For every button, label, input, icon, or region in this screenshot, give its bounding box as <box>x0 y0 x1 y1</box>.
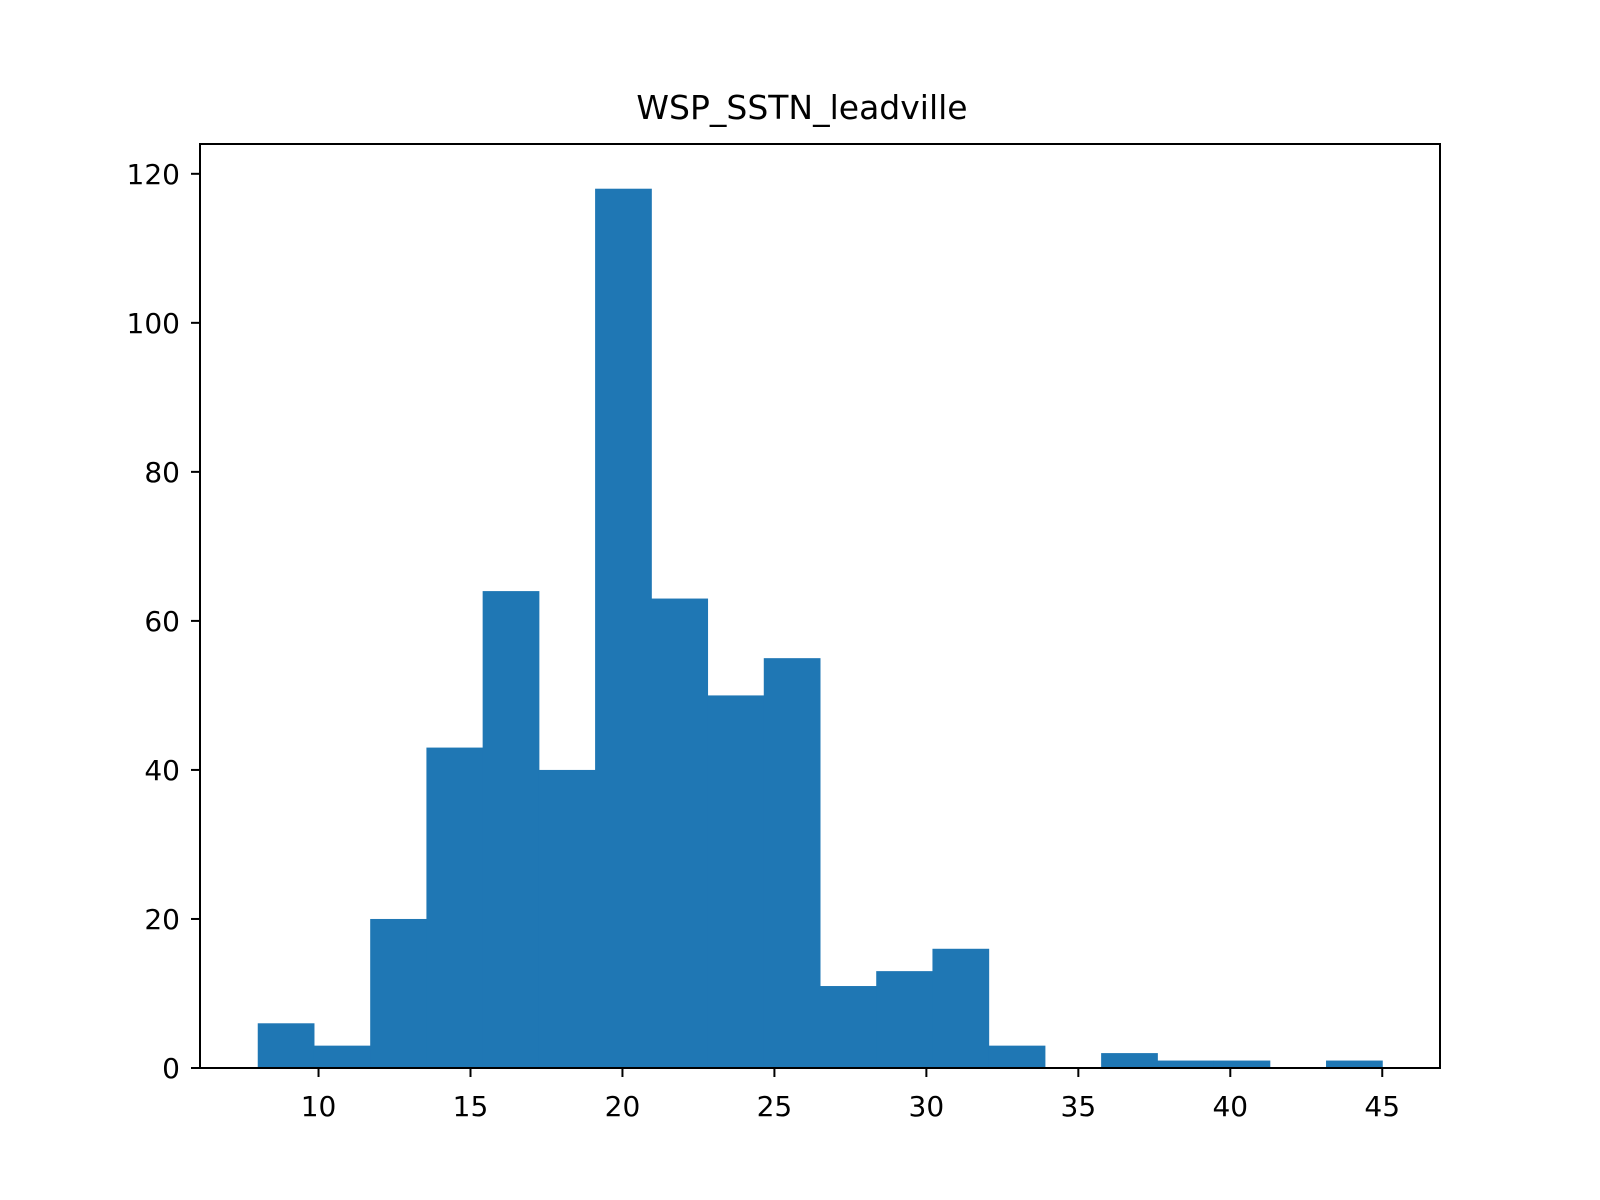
y-tick-label: 120 <box>127 158 180 191</box>
histogram-bar <box>988 1045 1046 1068</box>
histogram-bar <box>651 598 709 1068</box>
x-tick-label: 15 <box>453 1090 489 1123</box>
chart-title: WSP_SSTN_leadville <box>636 88 967 127</box>
plot-frame <box>199 143 1441 1069</box>
x-tick-label: 25 <box>757 1090 793 1123</box>
x-tick-label: 45 <box>1364 1090 1400 1123</box>
histogram-bar <box>257 1023 315 1068</box>
histogram-bar <box>426 747 484 1068</box>
x-tick-label: 30 <box>909 1090 945 1123</box>
x-tick-label: 35 <box>1061 1090 1097 1123</box>
y-tick-label: 40 <box>144 754 180 787</box>
histogram-bar <box>313 1045 371 1068</box>
histogram-bar <box>932 948 990 1068</box>
ticks-group: 10 15 20 25 30 35 40 45 0 20 40 60 80 100 120 <box>127 158 1401 1123</box>
x-tick-label: 10 <box>301 1090 337 1123</box>
histogram-bar <box>538 769 596 1068</box>
histogram-bar <box>1157 1060 1215 1068</box>
bars-group <box>257 188 1383 1069</box>
y-tick-label: 100 <box>127 307 180 340</box>
histogram-bar <box>1213 1060 1271 1068</box>
histogram-bar <box>1326 1060 1383 1068</box>
histogram-bar <box>763 658 821 1068</box>
x-tick-label: 40 <box>1212 1090 1248 1123</box>
histogram-bar <box>595 188 652 1069</box>
histogram-bar <box>1101 1053 1158 1068</box>
histogram-bar <box>370 918 427 1068</box>
histogram-bar <box>707 695 765 1068</box>
x-tick-label: 20 <box>605 1090 641 1123</box>
histogram-bar <box>876 971 933 1068</box>
histogram-bar <box>482 591 540 1068</box>
histogram-bar <box>820 986 877 1068</box>
y-tick-label: 20 <box>144 903 180 936</box>
y-tick-label: 0 <box>162 1052 180 1085</box>
y-tick-label: 60 <box>144 605 180 638</box>
y-tick-label: 80 <box>144 456 180 489</box>
